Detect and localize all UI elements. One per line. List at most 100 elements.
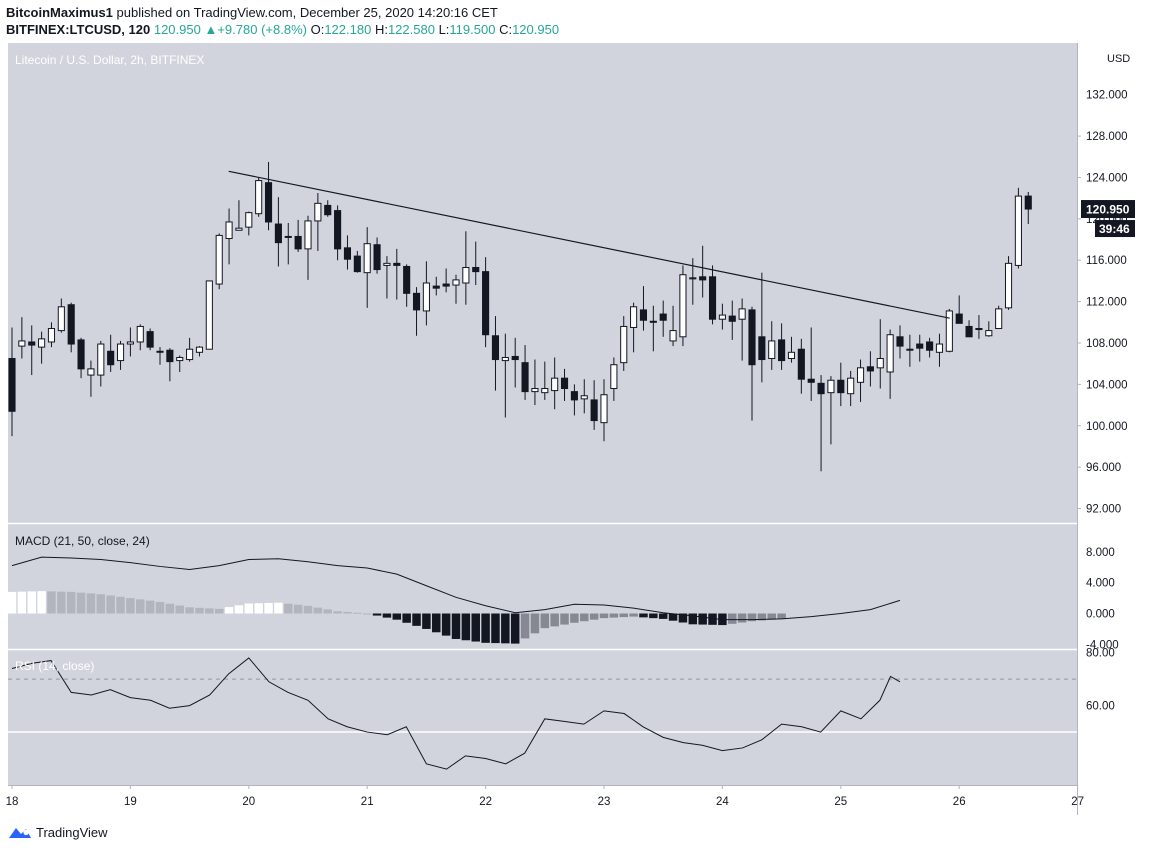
change-value: +9.780 (+8.8%) <box>217 22 307 37</box>
currency-label-background <box>1103 48 1137 64</box>
time-axis-tick: 19 <box>124 796 137 808</box>
rsi-pane-background <box>8 650 1077 785</box>
price-axis-tick: 108.000 <box>1086 338 1128 350</box>
candle-body-bear <box>353 255 361 273</box>
macd-histogram-bar <box>165 603 175 614</box>
footer-brand[interactable]: TradingView <box>36 824 108 840</box>
candle-body-bull <box>975 328 983 331</box>
high-label: H: <box>374 22 388 37</box>
candle-body-bear <box>146 331 154 348</box>
macd-histogram-bar <box>303 605 313 614</box>
macd-histogram-bar <box>155 601 165 614</box>
candle <box>541 361 549 400</box>
macd-histogram-bar <box>106 595 115 614</box>
macd-histogram-bar <box>372 613 382 616</box>
candle-body-bear <box>274 223 282 244</box>
candle <box>856 359 865 402</box>
candle-body-bull <box>304 220 312 250</box>
macd-histogram-bar <box>175 605 184 614</box>
candle-body-bear <box>67 304 75 345</box>
publish-line: BitcoinMaximus1 published on TradingView… <box>6 4 1156 21</box>
candle-body-bull <box>935 343 944 353</box>
candle-body-bear <box>373 244 381 271</box>
candle <box>176 355 184 372</box>
macd-histogram-bar <box>432 613 441 633</box>
candle-body-bear <box>896 336 904 347</box>
macd-axis-tick: 0.000 <box>1086 609 1115 621</box>
price-axis-tick-partial: 132.000 <box>1086 90 1128 102</box>
candle <box>343 235 352 270</box>
candle <box>551 357 559 410</box>
macd-axis-tick: 8.000 <box>1086 547 1115 559</box>
descending-trendline <box>228 170 950 319</box>
candle <box>521 345 529 400</box>
high-value: 122.580 <box>387 22 435 37</box>
candle-body-bull <box>462 266 470 284</box>
candle-body-bull <box>876 358 884 369</box>
candle-body-bear <box>8 358 16 412</box>
candle-body-bull <box>57 306 65 332</box>
last-price: 120.950 <box>153 22 201 37</box>
candle-body-bear <box>107 350 115 366</box>
currency-label: USD <box>1107 53 1130 65</box>
candle <box>304 215 312 280</box>
candle <box>511 337 519 388</box>
macd-histogram-bar <box>461 613 471 641</box>
macd-histogram-bar <box>47 591 56 614</box>
candle <box>610 357 618 401</box>
macd-histogram-bar <box>185 607 194 614</box>
candle-body-bull <box>47 328 56 343</box>
footer: TradingView <box>8 824 108 840</box>
macd-histogram-bar <box>362 613 372 615</box>
candle <box>324 200 332 217</box>
candle-body-bear <box>412 292 421 311</box>
candle-body-bull <box>235 227 243 231</box>
ohlc-line: BITFINEX:LTCUSD, 120 120.950 ▲+9.780 (+8… <box>6 21 1156 38</box>
candle <box>847 370 855 407</box>
macd-histogram-bar <box>136 599 145 614</box>
macd-histogram-bar <box>116 596 125 614</box>
candle <box>264 161 273 231</box>
macd-histogram-bar <box>37 591 46 614</box>
author-name[interactable]: BitcoinMaximus1 <box>6 5 113 20</box>
candle-body-bull <box>215 234 223 285</box>
macd-histogram-bar <box>540 613 550 629</box>
candle <box>985 321 993 337</box>
candle <box>422 261 430 326</box>
macd-histogram-bar <box>195 607 204 614</box>
candle <box>876 319 884 389</box>
price-axis-tick: 92.000 <box>1086 504 1121 516</box>
macd-histogram-bar <box>293 604 303 614</box>
close-value: 120.950 <box>512 22 560 37</box>
publish-info: published on TradingView.com, December 2… <box>112 5 498 20</box>
candle-body-bull <box>156 350 164 353</box>
candle-body-bear <box>491 335 500 361</box>
candle <box>383 256 391 299</box>
candle-body-bear <box>264 182 273 223</box>
macd-histogram-bar <box>412 613 421 626</box>
macd-histogram-bar <box>27 591 36 614</box>
candle <box>965 320 973 338</box>
price-axis-tick: 128.000 <box>1086 131 1128 143</box>
candle <box>531 359 539 406</box>
time-axis-tick: 27 <box>1071 796 1084 808</box>
candle-body-bear <box>807 378 815 383</box>
macd-histogram-bar <box>422 613 431 629</box>
candle-body-bull <box>383 262 391 266</box>
rsi-title: RSI (14, close) <box>15 659 94 673</box>
rsi-line <box>11 657 901 770</box>
open-label: O: <box>310 22 325 37</box>
close-label: C: <box>499 22 513 37</box>
candle-body-bull <box>847 377 855 395</box>
macd-histogram-bar <box>649 613 658 619</box>
macd-title: MACD (21, 50, close, 24) <box>15 534 150 548</box>
low-label: L: <box>438 22 450 37</box>
candle <box>916 334 924 362</box>
candle-body-bull <box>738 308 746 320</box>
candle <box>669 305 677 347</box>
macd-histogram-bar <box>708 613 717 625</box>
candle <box>906 334 914 367</box>
candle <box>718 303 726 330</box>
candle <box>284 223 292 265</box>
